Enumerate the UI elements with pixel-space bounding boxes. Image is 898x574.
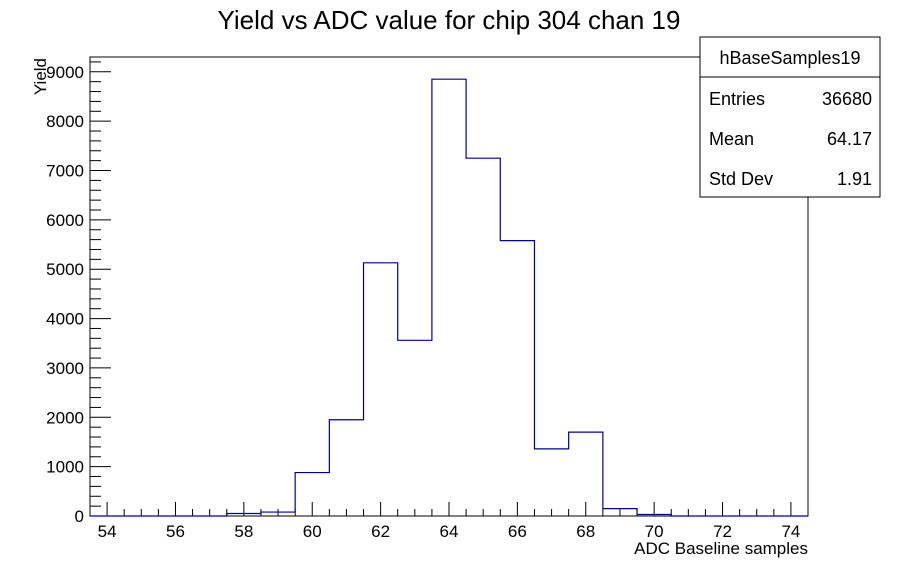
x-tick-label: 64	[440, 522, 459, 541]
y-tick-label: 2000	[46, 408, 84, 427]
histogram-bin	[364, 263, 398, 516]
histogram-bin	[637, 515, 671, 516]
stats-stddev-label: Std Dev	[709, 169, 773, 189]
histogram-bin	[227, 514, 261, 516]
histogram-bin	[398, 340, 432, 516]
y-tick-label: 1000	[46, 458, 84, 477]
stats-mean-value: 64.17	[827, 129, 872, 149]
x-tick-label: 68	[576, 522, 595, 541]
y-tick-label: 6000	[46, 211, 84, 230]
stats-box-title: hBaseSamples19	[719, 48, 860, 68]
x-tick-label: 54	[98, 522, 117, 541]
histogram-bin	[603, 509, 637, 516]
histogram-bin	[500, 241, 534, 516]
histogram-bin	[261, 512, 295, 516]
stats-box-frame	[699, 36, 881, 198]
histogram-series-line	[90, 78, 808, 517]
histogram-bin	[569, 432, 603, 516]
y-tick-label: 0	[75, 507, 84, 526]
y-axis-label: Yield	[31, 58, 50, 95]
x-axis-label: ADC Baseline samples	[634, 539, 808, 558]
x-tick-label: 72	[713, 522, 732, 541]
stats-entries-value: 36680	[822, 89, 872, 109]
y-tick-label: 8000	[46, 112, 84, 131]
x-tick-label: 60	[303, 522, 322, 541]
chart-title: Yield vs ADC value for chip 304 chan 19	[218, 5, 681, 35]
stats-entries-label: Entries	[709, 89, 765, 109]
stats-box: hBaseSamples19 Entries 36680 Mean 64.17 …	[699, 36, 881, 198]
x-axis: 54 56 58 60 62 64 66 68 70 72 74	[98, 502, 800, 541]
histogram-bins	[227, 79, 671, 516]
histogram-bin	[466, 158, 500, 516]
x-tick-label: 70	[645, 522, 664, 541]
stats-stddev-value: 1.91	[837, 169, 872, 189]
x-tick-label: 66	[508, 522, 527, 541]
y-tick-label: 4000	[46, 310, 84, 329]
y-axis: 0 1000 2000 3000 4000 5000 6000 7000 8000 9000	[46, 61, 111, 526]
y-tick-label: 9000	[46, 63, 84, 82]
histogram-bin	[295, 473, 329, 516]
x-tick-label: 62	[371, 522, 390, 541]
y-tick-label: 3000	[46, 359, 84, 378]
stats-mean-label: Mean	[709, 129, 754, 149]
y-tick-label: 7000	[46, 162, 84, 181]
y-tick-label: 5000	[46, 260, 84, 279]
histogram-bin	[329, 420, 363, 516]
x-tick-label: 74	[781, 522, 800, 541]
histogram-bin	[534, 449, 568, 516]
x-tick-label: 56	[166, 522, 185, 541]
histogram-bin	[432, 79, 466, 516]
x-tick-label: 58	[234, 522, 253, 541]
